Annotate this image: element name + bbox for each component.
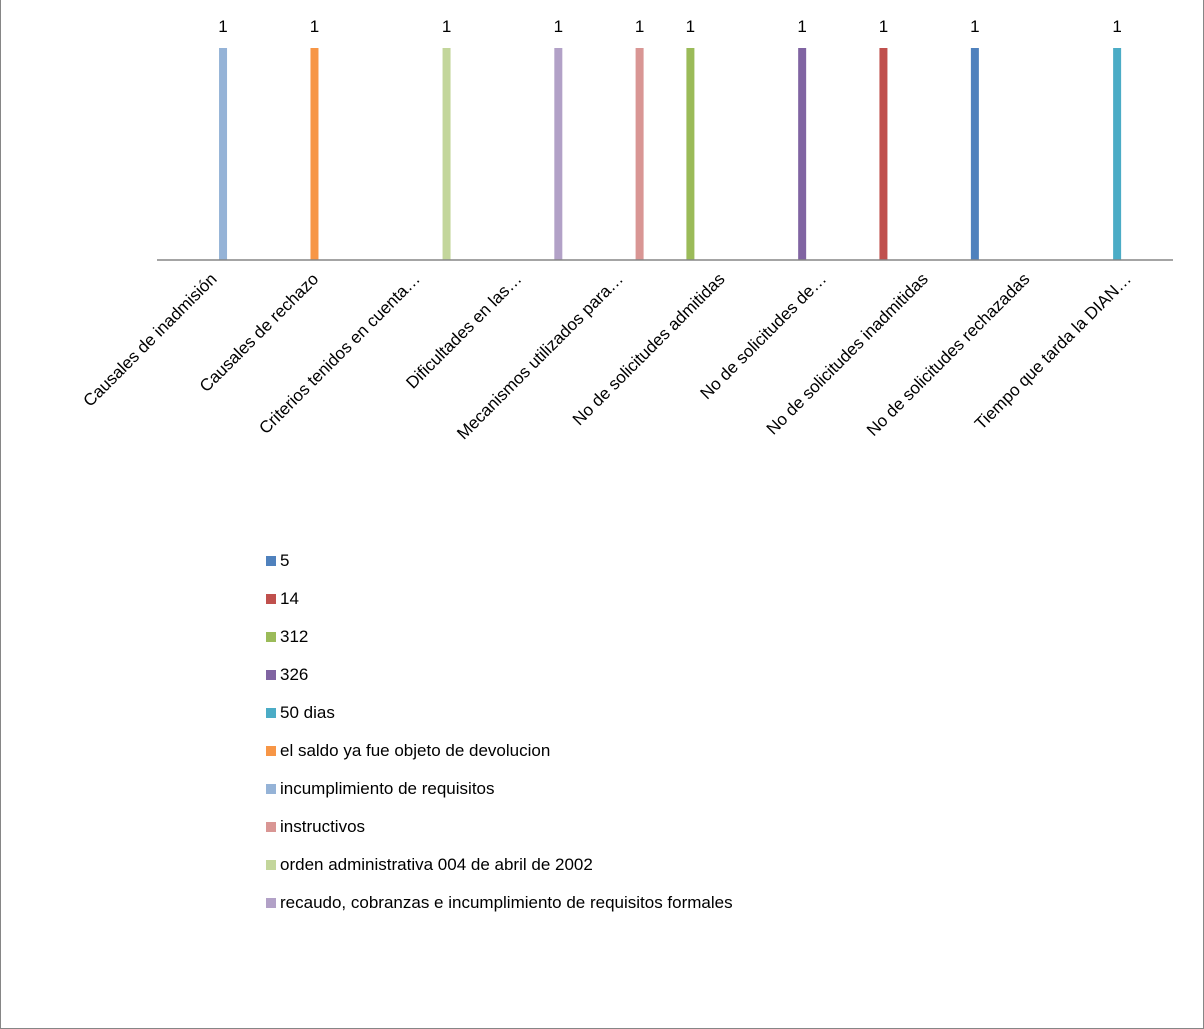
legend-label: 326 (280, 665, 308, 684)
data-label: 1 (310, 17, 319, 36)
legend-swatch (266, 822, 276, 832)
data-label: 1 (1112, 17, 1121, 36)
legend-label: recaudo, cobranzas e incumplimiento de r… (280, 893, 733, 912)
legend-label: incumplimiento de requisitos (280, 779, 495, 798)
legend-item: instructivos (266, 817, 365, 836)
x-tick-label: No de solicitudes rechazadas (863, 269, 1033, 439)
legend-item: 14 (266, 589, 299, 608)
legend-label: 50 dias (280, 703, 335, 722)
legend-swatch (266, 632, 276, 642)
legend-item: 50 dias (266, 703, 335, 722)
legend-label: instructivos (280, 817, 365, 836)
bar (635, 48, 644, 260)
x-tick-label: Causales de inadmisión (80, 269, 221, 410)
bar (442, 48, 451, 260)
legend-swatch (266, 746, 276, 756)
data-label: 1 (635, 17, 644, 36)
legend-label: 5 (280, 551, 289, 570)
data-labels-layer: 1 1 1 1 1 1 1 1 1 1 (218, 17, 1122, 36)
bar (1113, 48, 1122, 260)
bar (970, 48, 979, 260)
legend-label: el saldo ya fue objeto de devolucion (280, 741, 550, 760)
legend-item: recaudo, cobranzas e incumplimiento de r… (266, 893, 733, 912)
bars-layer (219, 48, 1122, 260)
bar (310, 48, 319, 260)
legend-swatch (266, 898, 276, 908)
x-tick-label: Dificultades en las… (402, 269, 525, 392)
legend-item: 312 (266, 627, 308, 646)
legend-item: el saldo ya fue objeto de devolucion (266, 741, 550, 760)
bar (879, 48, 888, 260)
legend-swatch (266, 670, 276, 680)
x-tick-label: Criterios tenidos en cuenta… (255, 269, 423, 437)
data-label: 1 (686, 17, 695, 36)
legend-label: orden administrativa 004 de abril de 200… (280, 855, 593, 874)
legend-swatch (266, 860, 276, 870)
data-label: 1 (442, 17, 451, 36)
legend-swatch (266, 594, 276, 604)
x-tick-label: No de solicitudes inadmitidas (763, 269, 932, 438)
data-label: 1 (879, 17, 888, 36)
legend-item: orden administrativa 004 de abril de 200… (266, 855, 593, 874)
data-label: 1 (554, 17, 563, 36)
x-tick-label: Mecanismos utilizados para… (453, 269, 627, 443)
data-label: 1 (797, 17, 806, 36)
bar (686, 48, 695, 260)
bar (798, 48, 807, 260)
legend-item: 5 (266, 551, 289, 570)
legend-swatch (266, 708, 276, 718)
legend-label: 312 (280, 627, 308, 646)
legend: 5 14 312 326 50 dias el saldo ya fue objeto d… (266, 551, 733, 912)
legend-swatch (266, 784, 276, 794)
bar (219, 48, 228, 260)
bar (554, 48, 563, 260)
legend-item: incumplimiento de requisitos (266, 779, 495, 798)
legend-item: 326 (266, 665, 308, 684)
data-label: 1 (218, 17, 227, 36)
legend-label: 14 (280, 589, 299, 608)
data-label: 1 (970, 17, 979, 36)
legend-swatch (266, 556, 276, 566)
